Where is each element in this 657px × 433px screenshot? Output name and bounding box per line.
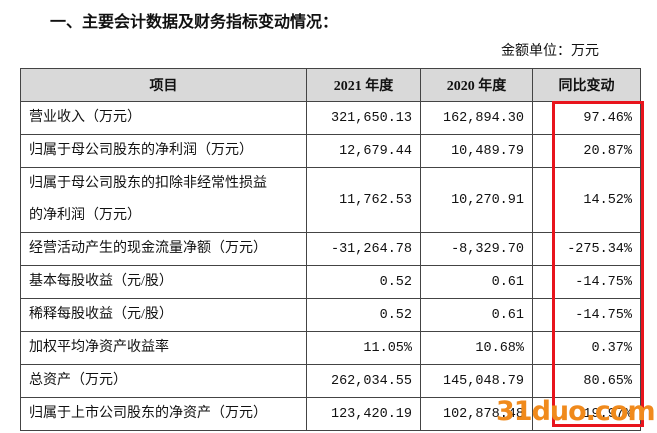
row-label: 总资产（万元） xyxy=(29,373,127,388)
table-row: 经营活动产生的现金流量净额（万元） -31,264.78 -8,329.70 -275… xyxy=(20,232,641,266)
row-label: 加权平均净资产收益率 xyxy=(29,340,169,355)
row-label: 归属于上市公司股东的净资产（万元） xyxy=(29,406,267,421)
value-cell: 10,489.79 xyxy=(420,134,533,168)
value-cell: 0.52 xyxy=(306,265,421,299)
table-row: 加权平均净资产收益率 11.05% 10.68% 0.37% xyxy=(20,331,641,365)
row-label-cell: 归属于上市公司股东的净资产（万元） xyxy=(20,397,307,431)
table-row: 归属于母公司股东的扣除非经常性损益的净利润（万元） 11,762.53 10,270… xyxy=(20,167,641,233)
value-cell: 123,420.19 xyxy=(306,397,421,431)
value-cell: 97.46% xyxy=(532,101,641,135)
row-label: 营业收入（万元） xyxy=(29,110,141,125)
value-cell: 10.68% xyxy=(420,331,533,365)
value-cell: 20.87% xyxy=(532,134,641,168)
value-cell: 262,034.55 xyxy=(306,364,421,398)
row-label-cell: 加权平均净资产收益率 xyxy=(20,331,307,365)
header-cell: 2020 年度 xyxy=(420,68,533,102)
table-row: 归属于母公司股东的净利润（万元） 12,679.44 10,489.79 20.87% xyxy=(20,134,641,168)
row-label-cell: 总资产（万元） xyxy=(20,364,307,398)
table-row: 总资产（万元） 262,034.55 145,048.79 80.65% xyxy=(20,364,641,398)
data-table: 项目 2021 年度 2020 年度 同比变动 营业收入（万元） 321,650.13 1… xyxy=(20,68,641,431)
value-cell: 162,894.30 xyxy=(420,101,533,135)
row-label-cell: 归属于母公司股东的扣除非经常性损益的净利润（万元） xyxy=(20,167,307,233)
row-label-cell: 营业收入（万元） xyxy=(20,101,307,135)
row-label: 归属于母公司股东的扣除非经常性损益的净利润（万元） xyxy=(29,176,267,223)
value-cell: -8,329.70 xyxy=(420,232,533,266)
row-label: 经营活动产生的现金流量净额（万元） xyxy=(29,241,267,256)
watermark: 31duo.com xyxy=(496,396,656,427)
value-cell: 321,650.13 xyxy=(306,101,421,135)
value-cell: 12,679.44 xyxy=(306,134,421,168)
section-title: 一、主要会计数据及财务指标变动情况： xyxy=(50,12,339,31)
value-cell: 10,270.91 xyxy=(420,167,533,233)
table-row: 营业收入（万元） 321,650.13 162,894.30 97.46% xyxy=(20,101,641,135)
row-label-cell: 归属于母公司股东的净利润（万元） xyxy=(20,134,307,168)
unit-note: 金额单位：万元 xyxy=(501,44,599,59)
value-cell: 11.05% xyxy=(306,331,421,365)
header-cell: 同比变动 xyxy=(532,68,641,102)
table-row: 基本每股收益（元/股） 0.52 0.61 -14.75% xyxy=(20,265,641,299)
value-cell: -275.34% xyxy=(532,232,641,266)
table-body: 营业收入（万元） 321,650.13 162,894.30 97.46% 归属于母公司… xyxy=(20,101,641,431)
value-cell: 0.52 xyxy=(306,298,421,332)
value-cell: -14.75% xyxy=(532,265,641,299)
value-cell: 0.61 xyxy=(420,265,533,299)
value-cell: 0.61 xyxy=(420,298,533,332)
value-cell: 80.65% xyxy=(532,364,641,398)
value-cell: 102,878.48 xyxy=(420,397,533,431)
header-cell: 2021 年度 xyxy=(306,68,421,102)
value-cell: -14.75% xyxy=(532,298,641,332)
row-label-cell: 经营活动产生的现金流量净额（万元） xyxy=(20,232,307,266)
row-label: 稀释每股收益（元/股） xyxy=(29,307,173,322)
header-cell: 项目 xyxy=(20,68,307,102)
value-cell: 0.37% xyxy=(532,331,641,365)
value-cell: 11,762.53 xyxy=(306,167,421,233)
row-label-cell: 基本每股收益（元/股） xyxy=(20,265,307,299)
row-label-cell: 稀释每股收益（元/股） xyxy=(20,298,307,332)
header-row: 项目 2021 年度 2020 年度 同比变动 xyxy=(20,68,641,102)
value-cell: 145,048.79 xyxy=(420,364,533,398)
value-cell: -31,264.78 xyxy=(306,232,421,266)
table-row: 稀释每股收益（元/股） 0.52 0.61 -14.75% xyxy=(20,298,641,332)
highlight-box xyxy=(552,101,644,427)
row-label: 归属于母公司股东的净利润（万元） xyxy=(29,143,253,158)
row-label: 基本每股收益（元/股） xyxy=(29,274,173,289)
